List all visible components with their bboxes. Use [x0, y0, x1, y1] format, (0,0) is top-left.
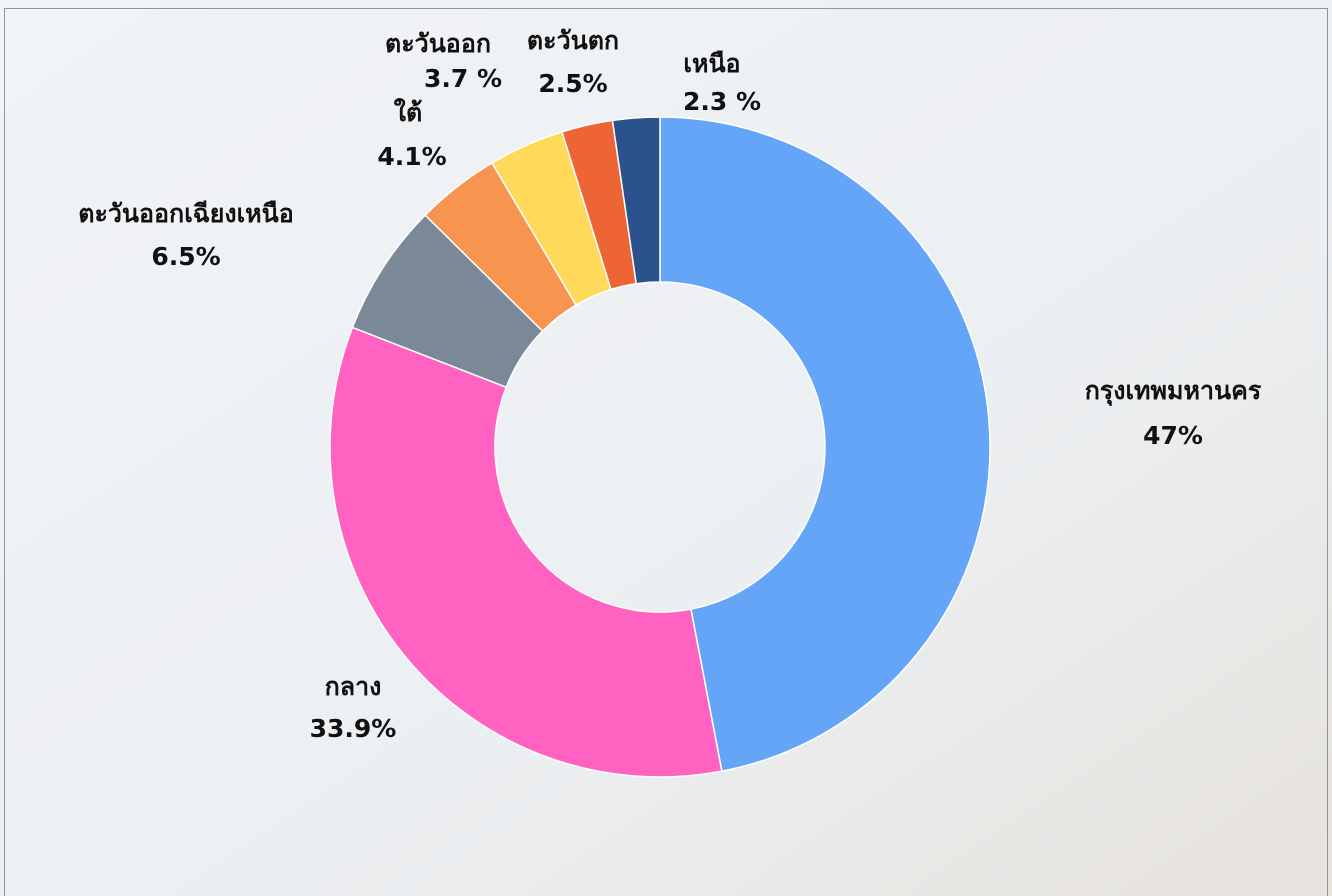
- value-label: 2.3 %: [683, 87, 761, 116]
- slice-label: ตะวันตก: [527, 26, 619, 55]
- slice-label: กรุงเทพมหานคร: [1085, 376, 1262, 407]
- slice-label: ตะวันออก: [385, 29, 491, 58]
- chart: กรุงเทพมหานคร 47% กลาง 33.9% ตะวันออกเฉียงเห…: [0, 0, 1332, 896]
- value-label: 6.5%: [151, 242, 220, 271]
- value-label: 33.9%: [310, 714, 397, 743]
- value-label: 3.7 %: [424, 64, 502, 93]
- slice-label: ตะวันออกเฉียงเหนือ: [78, 199, 294, 228]
- value-label: 4.1%: [377, 142, 446, 171]
- value-label: 2.5%: [538, 69, 607, 98]
- value-label: 47%: [1143, 421, 1203, 450]
- slice-label: กลาง: [325, 672, 382, 701]
- slice-label: ใต้: [394, 97, 422, 127]
- slice-label: เหนือ: [683, 49, 740, 78]
- page: กรุงเทพมหานคร 47% กลาง 33.9% ตะวันออกเฉียงเห…: [0, 0, 1332, 896]
